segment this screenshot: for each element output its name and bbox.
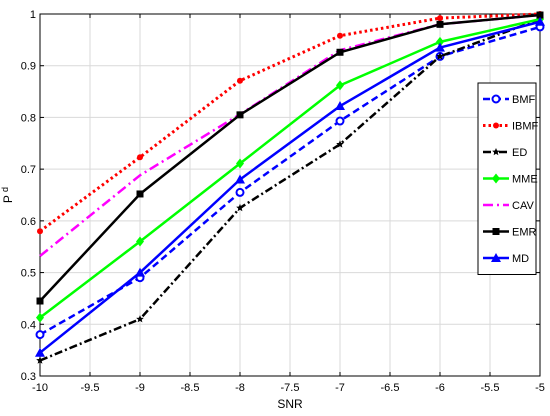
legend-item-ibmf: IBMF [483,121,539,133]
y-axis-label-main: P [1,195,15,203]
y-tick-label: 0.8 [21,112,36,124]
y-tick-label: 1 [30,9,36,21]
y-axis-ticks: 0.3 0.4 0.5 0.6 0.7 0.8 0.9 1 [21,9,540,383]
data-point-md [335,101,345,111]
legend-marker-ed [492,148,500,156]
legend-item-md: MD [483,253,529,265]
data-point-md [35,347,45,357]
legend-label-ibmf: IBMF [512,121,539,133]
data-point-ed [436,52,444,60]
series-line-emr [39,13,541,302]
series-lines [35,11,545,364]
legend-label-md: MD [512,253,529,265]
legend-label-bmf: BMF [512,94,536,106]
x-tick-label: -5 [535,382,545,394]
x-tick-label: -9.5 [81,382,100,394]
series-emr [36,11,544,305]
legend-marker-mme [492,173,500,184]
data-point-bmf [335,116,345,126]
legend-marker-emr [492,228,500,235]
legend-item-ed: ED [483,147,527,159]
data-point-mme [336,80,344,91]
grid [39,13,541,377]
x-tick-label: -10 [32,382,48,394]
x-tick-label: -9 [135,382,145,394]
series-ibmf [37,11,543,235]
data-point-emr [36,297,44,305]
series-line-mme [39,17,541,319]
data-point-ibmf [237,77,243,84]
x-tick-label: -8 [235,382,245,394]
data-point-mme [36,312,44,323]
data-point-ed [36,356,44,364]
y-tick-label: 0.5 [21,268,36,280]
y-tick-label: 0.9 [21,61,36,73]
data-point-ed [236,203,244,212]
legend-item-cav: CAV [483,200,534,212]
data-point-emr [336,48,344,56]
y-tick-label: 0.7 [21,164,36,176]
legend-item-mme: MME [483,173,538,186]
data-point-emr [236,111,244,119]
data-point-emr [536,11,544,19]
data-point-mme [236,158,244,169]
y-tick-label: 0.6 [21,216,36,228]
data-point-ibmf [337,32,343,39]
data-point-emr [136,190,144,198]
x-axis-label: SNR [277,397,303,411]
x-tick-label: -6 [435,382,445,394]
series-md [35,16,545,357]
x-axis-ticks: -10 -9.5 -9 -8.5 -8 -7.5 -7 -6.5 -6 -5.5 -5 [32,14,545,394]
x-tick-label: -5.5 [481,382,500,394]
x-tick-label: -7 [335,382,345,394]
x-tick-label: -8.5 [181,382,200,394]
data-point-md [235,174,245,184]
legend-label-cav: CAV [512,200,534,212]
legend-item-emr: EMR [483,227,537,239]
legend-label-emr: EMR [512,227,537,239]
data-point-ed [336,140,344,148]
data-point-emr [436,20,444,28]
y-tick-label: 0.4 [21,319,36,331]
data-point-ibmf [137,154,143,161]
data-point-md [535,16,545,26]
data-point-md [435,42,445,52]
data-point-bmf [35,330,45,340]
data-point-ed [136,315,144,323]
legend: BMF IBMF ED MME CAV EMR MD [477,82,539,275]
legend-marker-md [491,253,501,262]
legend-marker-bmf [491,94,501,104]
data-point-ibmf [437,15,443,22]
legend-label-mme: MME [512,174,538,186]
data-point-md [135,267,145,277]
data-point-bmf [235,187,245,197]
y-axis-label-subscript: d [0,187,10,192]
x-tick-label: -7.5 [281,382,300,394]
series-line-md [39,20,541,354]
data-point-mme [136,236,144,247]
legend-item-bmf: BMF [483,94,536,106]
data-point-ibmf [37,228,43,235]
legend-marker-ibmf [493,122,499,129]
y-axis-label: P d [0,187,15,203]
legend-label-ed: ED [512,147,527,159]
x-tick-label: -6.5 [381,382,400,394]
data-point-mme [436,36,444,47]
y-tick-label: 0.3 [21,371,36,383]
